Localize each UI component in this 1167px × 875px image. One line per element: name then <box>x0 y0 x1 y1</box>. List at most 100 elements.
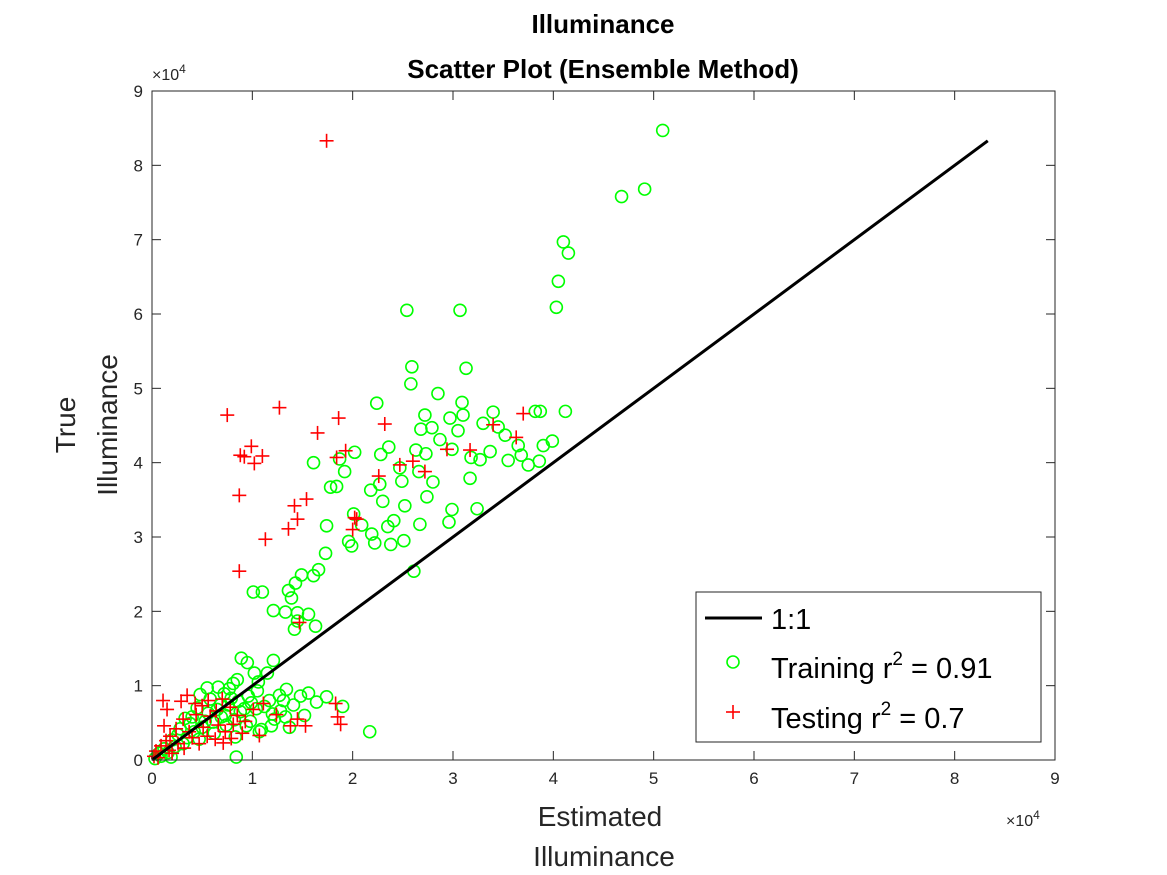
x-axis-label-line-1: Estimated <box>538 801 663 832</box>
testing-point <box>319 133 334 148</box>
training-point <box>420 490 434 504</box>
training-point <box>290 614 305 628</box>
training-point <box>398 498 412 513</box>
training-point <box>561 246 576 260</box>
testing-point <box>177 741 192 756</box>
testing-point <box>371 469 386 484</box>
testing-point <box>310 425 325 440</box>
training-point <box>549 300 564 315</box>
testing-point <box>347 510 362 525</box>
testing-point <box>159 733 174 748</box>
testing-point <box>299 492 314 507</box>
training-point <box>405 359 419 374</box>
testing-point <box>189 707 204 722</box>
y-axis-label-line-1: True <box>50 397 81 454</box>
y-tick-label: 4 <box>134 454 143 473</box>
testing-point <box>509 430 524 445</box>
testing-point <box>224 731 239 746</box>
testing-point <box>238 714 253 729</box>
y-tick-label: 2 <box>134 602 143 621</box>
chart-title-line-1: Illuminance <box>531 9 674 39</box>
legend-entry-testing: Testing r2 = 0.7 <box>771 699 965 735</box>
testing-point <box>272 400 287 415</box>
y-tick-label: 0 <box>134 751 143 770</box>
x-tick-label: 1 <box>248 769 257 788</box>
training-point <box>491 420 505 434</box>
training-point <box>614 189 629 204</box>
testing-point <box>216 735 231 750</box>
training-point <box>433 432 447 447</box>
training-point <box>536 438 551 453</box>
training-point <box>284 591 299 605</box>
training-point <box>413 517 427 532</box>
training-point <box>329 479 344 494</box>
training-point <box>470 501 484 516</box>
training-point <box>369 396 384 411</box>
reference-line-1-1 <box>151 139 989 762</box>
x-axis-scale-label: ×104 <box>1006 808 1040 830</box>
testing-point <box>192 736 207 751</box>
y-tick-label: 5 <box>134 379 143 398</box>
x-tick-label: 3 <box>448 769 457 788</box>
training-point <box>222 681 237 696</box>
testing-point <box>211 718 226 733</box>
training-point <box>533 404 548 419</box>
testing-point <box>244 439 259 454</box>
training-point <box>185 710 199 724</box>
training-point <box>362 724 377 739</box>
training-point <box>293 689 308 703</box>
training-point <box>301 607 316 622</box>
training-point <box>344 539 359 553</box>
training-point <box>323 480 338 494</box>
training-point <box>425 420 439 435</box>
training-point <box>380 519 395 534</box>
training-point <box>400 303 414 318</box>
testing-point <box>157 718 172 733</box>
training-point <box>240 655 255 670</box>
training-point <box>381 440 396 454</box>
y-tick-label: 9 <box>134 82 143 101</box>
training-point <box>655 123 670 138</box>
training-point <box>318 546 333 561</box>
reference-line-layer <box>151 139 989 762</box>
testing-point <box>345 522 360 537</box>
scatter-points <box>147 123 670 766</box>
training-point <box>347 445 362 460</box>
training-point <box>498 428 512 442</box>
training-point <box>514 448 529 463</box>
x-tick-label: 5 <box>649 769 658 788</box>
testing-point <box>160 702 175 717</box>
testing-point <box>200 729 215 744</box>
training-point <box>363 483 378 497</box>
training-point <box>239 719 254 733</box>
x-tick-label: 0 <box>147 769 156 788</box>
training-point <box>558 404 573 419</box>
training-point <box>521 458 536 472</box>
legend-entry-reference: 1:1 <box>771 604 811 636</box>
testing-point <box>281 521 296 536</box>
testing-point <box>417 464 432 479</box>
testing-point <box>208 732 223 747</box>
training-point <box>443 411 457 425</box>
testing-point <box>235 726 250 741</box>
training-point <box>335 699 350 714</box>
legend-entry-training: Training r2 = 0.91 <box>771 649 993 685</box>
testing-point <box>331 411 346 426</box>
training-point <box>404 377 418 391</box>
training-point <box>294 568 309 582</box>
training-point <box>445 502 459 517</box>
testing-point <box>215 692 230 707</box>
training-point <box>301 686 316 700</box>
testing-point <box>463 443 478 458</box>
training-point <box>246 585 261 599</box>
training-point <box>286 698 301 712</box>
x-tick-label: 7 <box>850 769 859 788</box>
x-tick-label: 4 <box>549 769 558 788</box>
testing-point <box>180 688 195 703</box>
testing-point <box>392 457 407 472</box>
testing-point <box>439 442 454 457</box>
training-point <box>264 719 279 733</box>
training-point <box>337 464 352 479</box>
training-point <box>431 386 445 401</box>
training-point <box>152 746 166 761</box>
